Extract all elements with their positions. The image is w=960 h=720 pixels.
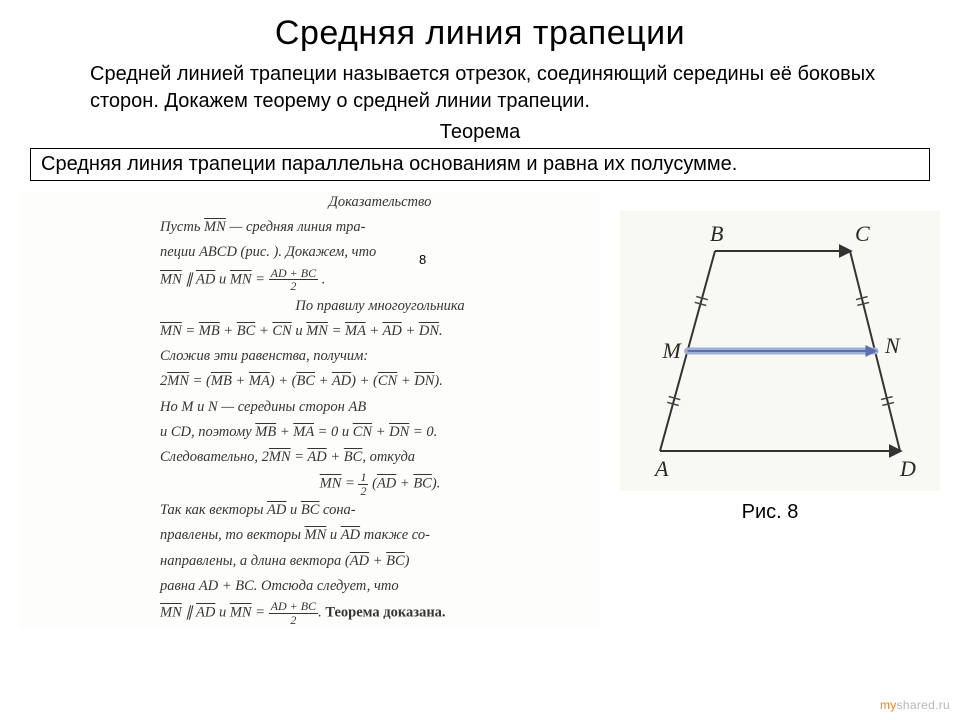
definition-text: Средней линией трапеции называется отрез… bbox=[0, 53, 960, 115]
svg-text:A: A bbox=[653, 456, 669, 481]
figure-caption: Рис. 8 bbox=[600, 501, 940, 524]
theorem-box: Средняя линия трапеции параллельна основ… bbox=[30, 148, 930, 181]
page-title: Средняя линия трапеции bbox=[0, 0, 960, 53]
proof-heading: Доказательство bbox=[160, 191, 600, 214]
figure-column: A B C D M N Рис. 8 bbox=[600, 191, 940, 628]
theorem-label: Теорема bbox=[0, 121, 960, 144]
watermark: myshared.ru bbox=[880, 698, 950, 712]
figure-number-overlay: 8 bbox=[418, 252, 427, 267]
proof-column: Доказательство Пусть MN — средняя линия … bbox=[20, 191, 600, 628]
svg-text:M: M bbox=[662, 338, 683, 363]
trapezoid-figure: A B C D M N bbox=[620, 211, 940, 491]
svg-text:D: D bbox=[899, 456, 916, 481]
svg-text:C: C bbox=[855, 221, 870, 246]
svg-text:N: N bbox=[884, 333, 901, 358]
svg-text:B: B bbox=[710, 221, 723, 246]
